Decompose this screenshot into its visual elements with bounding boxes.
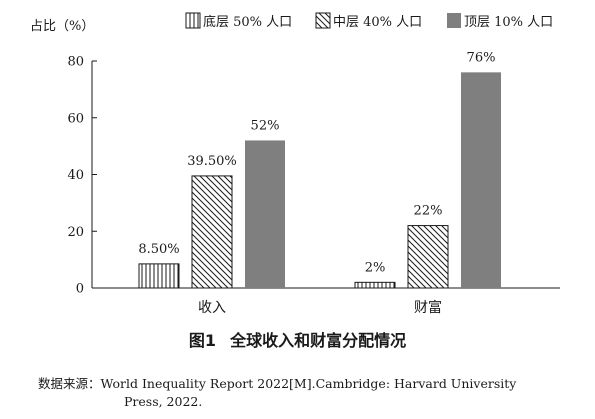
bar: [138, 263, 180, 289]
y-tick-label: 80: [67, 55, 84, 70]
legend: 底层 50% 人口 中层 40% 人口 顶层 10% 人口: [185, 12, 553, 30]
legend-label: 顶层 10% 人口: [464, 15, 553, 30]
x-category-label: 财富: [414, 299, 442, 316]
bar: [461, 72, 501, 288]
y-axis-title: 占比（%）: [30, 19, 94, 34]
source-line-1: World Inequality Report 2022[M].Cambridg…: [100, 376, 517, 391]
bar: [407, 225, 449, 289]
bars: 8.50% 2% 39.50% 22% 52% 76%: [138, 50, 501, 289]
bar-value-label: 52%: [251, 118, 280, 133]
bar-value-label: 2%: [365, 260, 386, 275]
source-label: 数据来源：: [38, 376, 101, 391]
legend-swatch: [315, 12, 331, 29]
source-note: 数据来源：World Inequality Report 2022[M].Cam…: [38, 375, 558, 411]
bar: [191, 175, 233, 289]
bar-value-label: 39.50%: [187, 154, 237, 169]
bar-chart: 占比（%） 底层 50% 人口 中层 40% 人口 顶层 10% 人口 0 20 40 6…: [30, 12, 560, 316]
bar: [245, 140, 285, 288]
figure-caption: 图1 全球收入和财富分配情况: [0, 327, 595, 351]
legend-swatch: [185, 12, 201, 29]
figure-number: 图1: [188, 331, 217, 350]
y-tick-label: 60: [67, 111, 84, 126]
y-tick-label: 20: [67, 225, 84, 240]
legend-label: 中层 40% 人口: [333, 15, 422, 30]
bar-value-label: 76%: [467, 50, 496, 65]
figure-title: 全球收入和财富分配情况: [230, 331, 407, 350]
bar-value-label: 8.50%: [138, 242, 179, 257]
bar-value-label: 22%: [414, 204, 443, 219]
y-tick-label: 40: [67, 168, 84, 183]
x-category-label: 收入: [198, 300, 226, 316]
legend-label: 底层 50% 人口: [203, 14, 292, 30]
legend-swatch: [447, 13, 461, 28]
y-tick-label: 0: [76, 282, 84, 297]
bar: [354, 281, 396, 289]
source-line-2: Press, 2022.: [124, 394, 203, 409]
